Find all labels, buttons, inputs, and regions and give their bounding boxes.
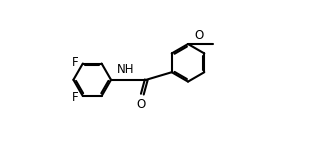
Text: NH: NH — [116, 63, 134, 76]
Text: F: F — [71, 91, 78, 104]
Text: O: O — [194, 29, 204, 43]
Text: F: F — [71, 56, 78, 69]
Text: O: O — [136, 98, 146, 111]
